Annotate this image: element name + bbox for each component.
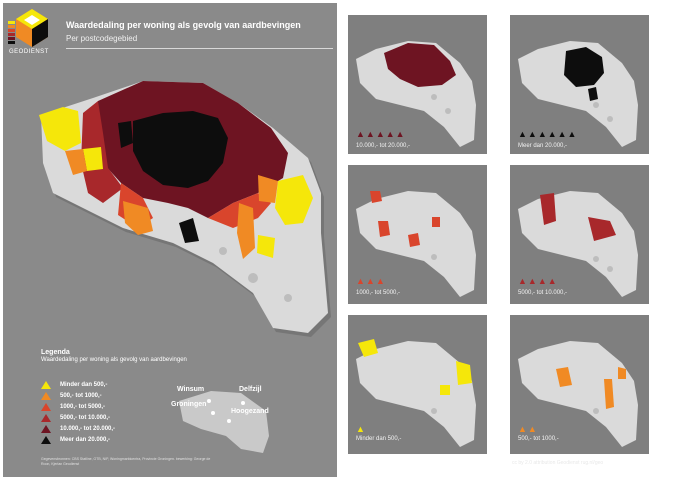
legend-label: 10.000,- tot 20.000,-: [60, 425, 116, 432]
legend-label: 1000,- tot 5000,-: [60, 403, 106, 410]
triangle-icon: [41, 402, 51, 411]
triangle-icon: ▲: [356, 424, 366, 434]
small-map-panel: ▲▲▲▲ 5000,- tot 10.000,-: [510, 165, 649, 304]
map-subtitle: Per postcodegebied: [66, 34, 138, 43]
triangle-icon: [41, 391, 51, 400]
panel-label: Minder dan 500,-: [356, 436, 402, 442]
legend-subtitle: Waardedaling per woning als gevolg van a…: [41, 357, 187, 363]
logo-text: GEODIENST: [9, 49, 49, 55]
small-map-panel: ▲▲▲▲▲▲ Meer dan 20.000,-: [510, 15, 649, 154]
small-map-panel: ▲ Minder dan 500,-: [348, 315, 487, 454]
title-divider: [66, 48, 333, 49]
city-label-hoogezand: Hoogezand: [231, 408, 269, 415]
legend-item: Meer dan 20.000,-: [41, 435, 110, 444]
triangle-icon: ▲▲▲: [356, 276, 386, 286]
small-map: [518, 341, 638, 447]
main-map-panel: GEODIENST Waardedaling per woning als ge…: [3, 3, 337, 477]
panel-label: 10.000,- tot 20.000,-: [356, 143, 411, 149]
locator-map: [179, 391, 269, 453]
credits: Gegevensbronnen: CBS Statline, OTB, NIP,…: [41, 457, 211, 466]
panel-label: 5000,- tot 10.000,-: [518, 290, 568, 296]
triangle-icon: ▲▲▲▲: [518, 276, 558, 286]
city-label-groningen: Groningen: [171, 401, 207, 408]
city-label-delfzijl: Delfzijl: [239, 386, 262, 393]
small-map: [356, 339, 476, 447]
triangle-icon: [41, 435, 51, 444]
legend-label: Meer dan 20.000,-: [60, 436, 111, 443]
small-map-panel: ▲▲▲▲▲ 10.000,- tot 20.000,-: [348, 15, 487, 154]
legend-label: Minder dan 500,-: [60, 381, 108, 388]
legend-label: 500,- tot 1000,-: [60, 392, 102, 399]
triangle-icon: [41, 380, 51, 389]
triangle-icon: ▲▲: [518, 424, 538, 434]
small-map-panel: ▲▲▲ 1000,- tot 5000,-: [348, 165, 487, 304]
legend-item: 5000,- tot 10.000,-: [41, 413, 110, 422]
small-map-panel: ▲▲ 500,- tot 1000,-: [510, 315, 649, 454]
legend-item: 10.000,- tot 20.000,-: [41, 424, 115, 433]
small-map: [356, 191, 476, 297]
geodienst-logo: [8, 9, 48, 47]
attribution: cc by 2.0 attribution Geodienst rug.nl/g…: [512, 460, 604, 466]
triangle-icon: ▲▲▲▲▲▲: [518, 129, 578, 139]
province-map: [39, 81, 331, 337]
panel-label: 1000,- tot 5000,-: [356, 290, 401, 296]
triangle-icon: [41, 424, 51, 433]
small-map: [518, 41, 638, 147]
city-label-winsum: Winsum: [177, 386, 205, 393]
small-map: [356, 41, 476, 147]
small-map: [518, 191, 638, 297]
panel-label: 500,- tot 1000,-: [518, 436, 559, 442]
legend-item: 500,- tot 1000,-: [41, 391, 102, 400]
legend-item: 1000,- tot 5000,-: [41, 402, 105, 411]
panel-label: Meer dan 20.000,-: [518, 143, 568, 149]
legend-title: Legenda: [41, 349, 70, 356]
legend-item: Minder dan 500,-: [41, 380, 107, 389]
triangle-icon: ▲▲▲▲▲: [356, 129, 406, 139]
legend-label: 5000,- tot 10.000,-: [60, 414, 111, 421]
map-title: Waardedaling per woning als gevolg van a…: [66, 20, 301, 30]
triangle-icon: [41, 413, 51, 422]
